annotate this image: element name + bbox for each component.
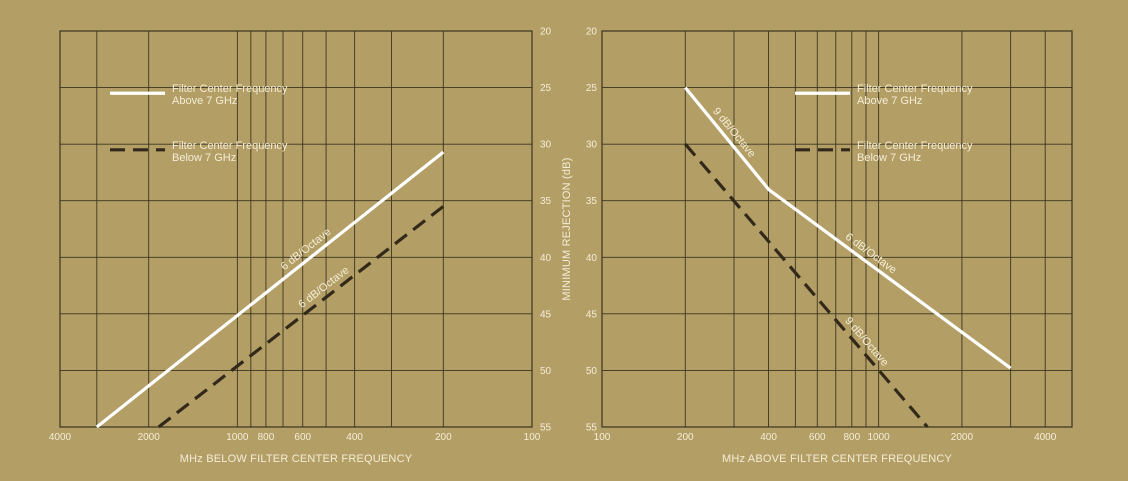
y-tick-label-left-side: 20	[540, 27, 552, 38]
y-tick-label-right-side: 20	[586, 27, 598, 38]
x-tick-label: 800	[843, 432, 860, 443]
legend-label: Filter Center Frequency Above 7 GHz	[172, 83, 288, 107]
legend-label-line: Above 7 GHz	[857, 95, 922, 107]
x-tick-label: 400	[346, 432, 363, 443]
x-tick-label: 200	[435, 432, 452, 443]
plot-frame	[59, 30, 533, 428]
legend-label: Filter Center Frequency Above 7 GHz	[857, 83, 973, 107]
x-tick-label: 200	[677, 432, 694, 443]
x-axis-title: MHz ABOVE FILTER CENTER FREQUENCY	[722, 453, 953, 465]
x-tick-label: 2000	[951, 432, 974, 443]
y-tick-label-left-side: 45	[540, 309, 552, 320]
series-line-below-7ghz	[684, 143, 929, 429]
x-tick-label: 400	[760, 432, 777, 443]
y-tick-label-right-side: 30	[586, 140, 598, 151]
y-tick-label-right-side: 35	[586, 196, 598, 207]
y-tick-label-right-side: 55	[586, 423, 598, 434]
legend-label-line: Filter Center Frequency	[857, 140, 973, 152]
legend-label: Filter Center Frequency Below 7 GHz	[172, 140, 288, 164]
x-tick-label: 600	[294, 432, 311, 443]
y-tick-label-right-side: 45	[586, 309, 598, 320]
legend-label: Filter Center Frequency Below 7 GHz	[857, 140, 973, 164]
y-tick-label-left-side: 40	[540, 253, 552, 264]
plot-frame	[601, 30, 1073, 428]
x-tick-label: 100	[594, 432, 611, 443]
y-tick-label-left-side: 35	[540, 196, 552, 207]
legend-label-line: Filter Center Frequency	[857, 83, 973, 95]
x-tick-label: 1000	[868, 432, 891, 443]
x-tick-label: 1000	[226, 432, 249, 443]
y-axis-title: MINIMUM REJECTION (dB)	[561, 157, 573, 300]
y-tick-label-right-side: 40	[586, 253, 598, 264]
y-tick-label-left-side: 25	[540, 83, 552, 94]
x-tick-label: 4000	[49, 432, 72, 443]
gridlines	[60, 31, 532, 427]
legend-label-line: Below 7 GHz	[857, 152, 921, 164]
x-tick-label: 4000	[1034, 432, 1057, 443]
legend-label-line: Above 7 GHz	[172, 95, 237, 107]
gridlines	[602, 31, 1072, 427]
x-tick-label: 2000	[138, 432, 161, 443]
y-tick-label-left-side: 55	[540, 423, 552, 434]
x-tick-label: 800	[258, 432, 275, 443]
y-tick-label-right-side: 50	[586, 366, 598, 377]
series-line-below-7ghz	[157, 205, 445, 429]
y-tick-label-left-side: 50	[540, 366, 552, 377]
series-line-above-7ghz	[95, 150, 445, 429]
x-tick-label: 100	[524, 432, 541, 443]
y-tick-label-right-side: 25	[586, 83, 598, 94]
x-tick-label: 600	[809, 432, 826, 443]
legend-label-line: Below 7 GHz	[172, 152, 236, 164]
x-axis-title: MHz BELOW FILTER CENTER FREQUENCY	[180, 453, 413, 465]
series-line-above-7ghz	[684, 86, 1012, 370]
legend-label-line: Filter Center Frequency	[172, 83, 288, 95]
y-tick-label-left-side: 30	[540, 140, 552, 151]
legend-label-line: Filter Center Frequency	[172, 140, 288, 152]
chart-panel-below-center: 4000 2000 1000 800 600 400 200 100 MHz BELOW FIL…	[49, 30, 541, 465]
